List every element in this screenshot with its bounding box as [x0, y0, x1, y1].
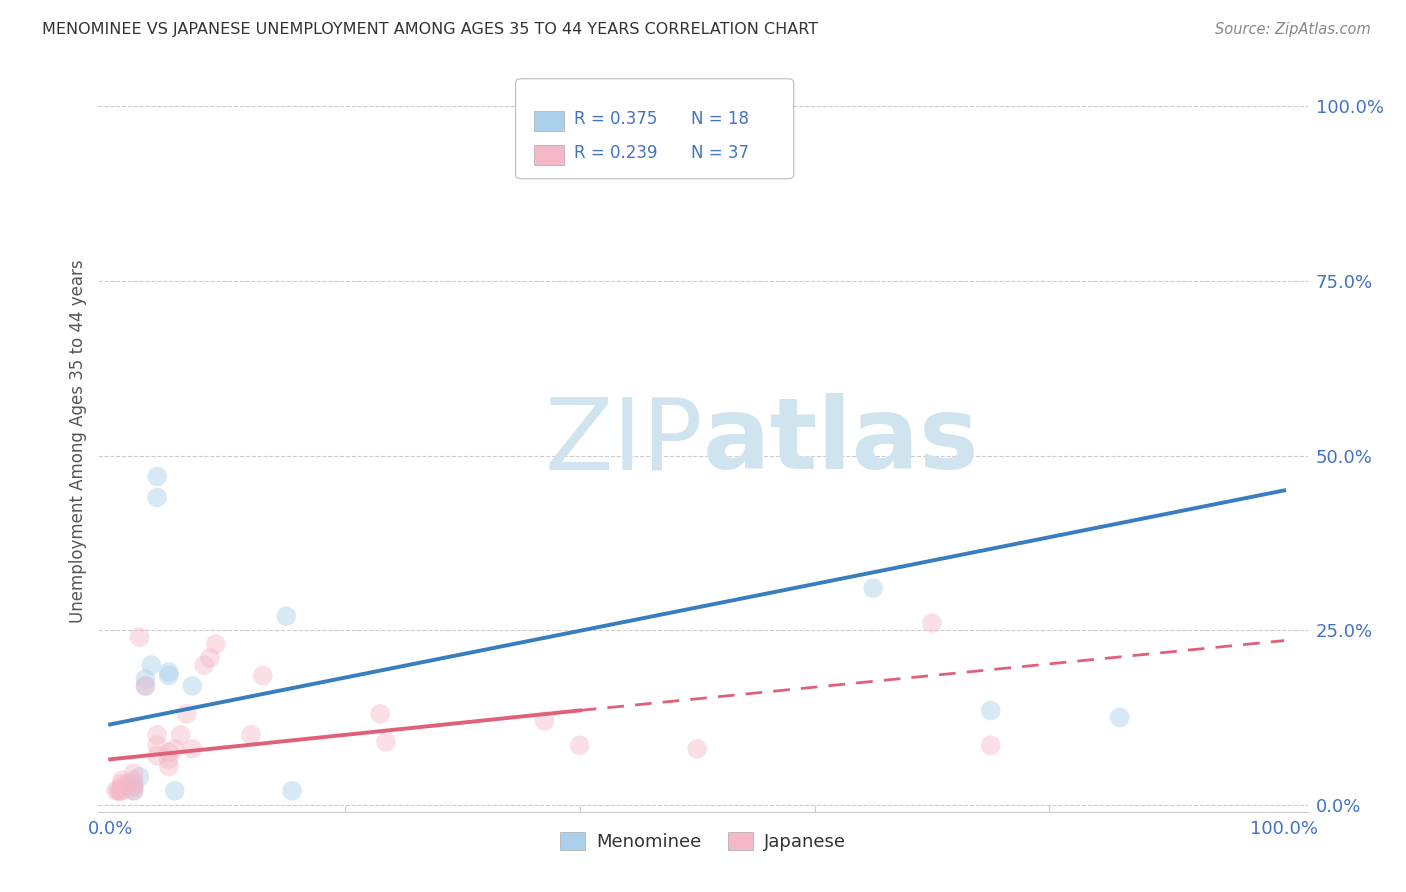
- FancyBboxPatch shape: [534, 145, 564, 165]
- Point: [198, 651, 221, 665]
- Point: [176, 706, 198, 721]
- Point: [122, 773, 145, 788]
- Y-axis label: Unemployment Among Ages 35 to 44 years: Unemployment Among Ages 35 to 44 years: [69, 260, 87, 624]
- FancyBboxPatch shape: [534, 111, 564, 131]
- Point: [134, 679, 156, 693]
- Point: [157, 745, 180, 759]
- Point: [134, 679, 156, 693]
- Point: [157, 752, 180, 766]
- Point: [146, 491, 169, 505]
- Point: [1108, 710, 1130, 724]
- Point: [111, 773, 134, 788]
- Point: [252, 668, 274, 682]
- Point: [128, 770, 150, 784]
- Point: [980, 703, 1002, 717]
- Point: [117, 777, 139, 791]
- Text: R = 0.239: R = 0.239: [574, 144, 657, 161]
- Point: [146, 739, 169, 753]
- Point: [368, 706, 391, 721]
- Point: [157, 668, 180, 682]
- Point: [110, 784, 132, 798]
- Point: [163, 742, 186, 756]
- Point: [163, 784, 186, 798]
- Point: [122, 766, 145, 780]
- Point: [111, 784, 134, 798]
- Point: [204, 637, 226, 651]
- Point: [105, 784, 128, 798]
- Point: [157, 759, 180, 773]
- Point: [111, 777, 134, 791]
- Point: [122, 784, 145, 798]
- Point: [533, 714, 555, 728]
- Point: [134, 672, 156, 686]
- Point: [108, 784, 131, 798]
- Point: [157, 665, 180, 679]
- Point: [568, 739, 591, 753]
- Point: [193, 658, 215, 673]
- Point: [862, 581, 884, 595]
- Text: MENOMINEE VS JAPANESE UNEMPLOYMENT AMONG AGES 35 TO 44 YEARS CORRELATION CHART: MENOMINEE VS JAPANESE UNEMPLOYMENT AMONG…: [42, 22, 818, 37]
- Point: [141, 658, 163, 673]
- Point: [921, 616, 943, 631]
- Point: [122, 777, 145, 791]
- Text: R = 0.375: R = 0.375: [574, 110, 657, 128]
- Point: [122, 784, 145, 798]
- Legend: Menominee, Japanese: Menominee, Japanese: [553, 824, 853, 858]
- Text: N = 18: N = 18: [690, 110, 749, 128]
- Point: [146, 748, 169, 763]
- Point: [146, 469, 169, 483]
- Point: [375, 735, 398, 749]
- Point: [980, 739, 1002, 753]
- Point: [169, 728, 191, 742]
- Point: [107, 784, 129, 798]
- Text: atlas: atlas: [703, 393, 980, 490]
- Point: [276, 609, 298, 624]
- Point: [686, 742, 709, 756]
- Point: [181, 679, 204, 693]
- Text: Source: ZipAtlas.com: Source: ZipAtlas.com: [1215, 22, 1371, 37]
- Point: [146, 728, 169, 742]
- Point: [128, 630, 150, 644]
- Point: [240, 728, 263, 742]
- Point: [111, 780, 134, 795]
- Point: [181, 742, 204, 756]
- Point: [281, 784, 304, 798]
- Text: ZIP: ZIP: [544, 393, 703, 490]
- FancyBboxPatch shape: [516, 78, 793, 178]
- Text: N = 37: N = 37: [690, 144, 749, 161]
- Point: [122, 780, 145, 795]
- Point: [122, 780, 145, 795]
